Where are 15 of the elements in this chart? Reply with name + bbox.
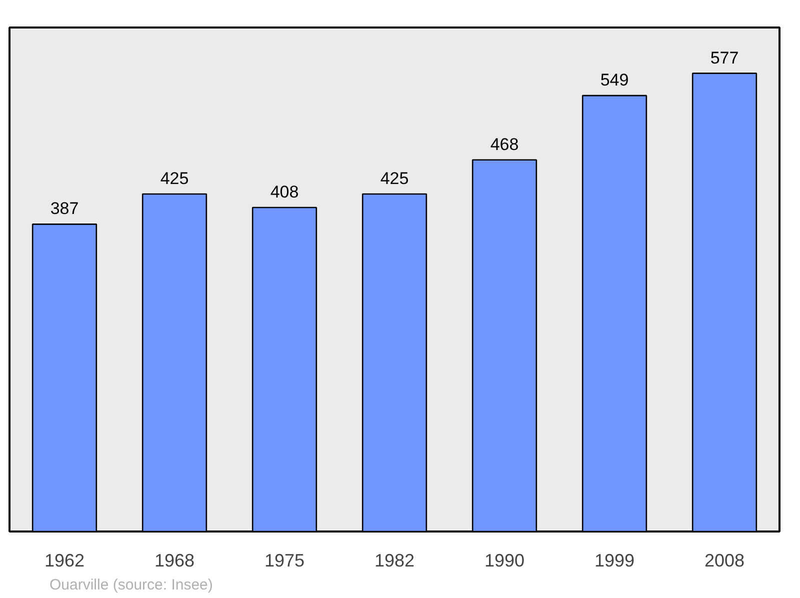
data-label: 549 [600, 70, 629, 90]
data-label: 425 [380, 169, 409, 188]
x-tick-label: 1982 [374, 550, 415, 570]
x-tick-label: 1968 [154, 550, 195, 570]
data-label: 408 [270, 182, 299, 202]
x-tick-label: 1962 [44, 550, 85, 570]
data-label: 468 [490, 134, 519, 154]
x-tick-label: 1975 [264, 550, 305, 570]
data-label: 387 [50, 199, 79, 218]
data-label: 425 [160, 169, 189, 188]
x-tick-label: 1990 [484, 550, 525, 570]
text: Ouarville (source: Insee) [50, 576, 213, 594]
data-label: 577 [710, 48, 739, 68]
x-tick-label: 1999 [594, 550, 635, 570]
x-tick-label: 2008 [704, 550, 745, 570]
